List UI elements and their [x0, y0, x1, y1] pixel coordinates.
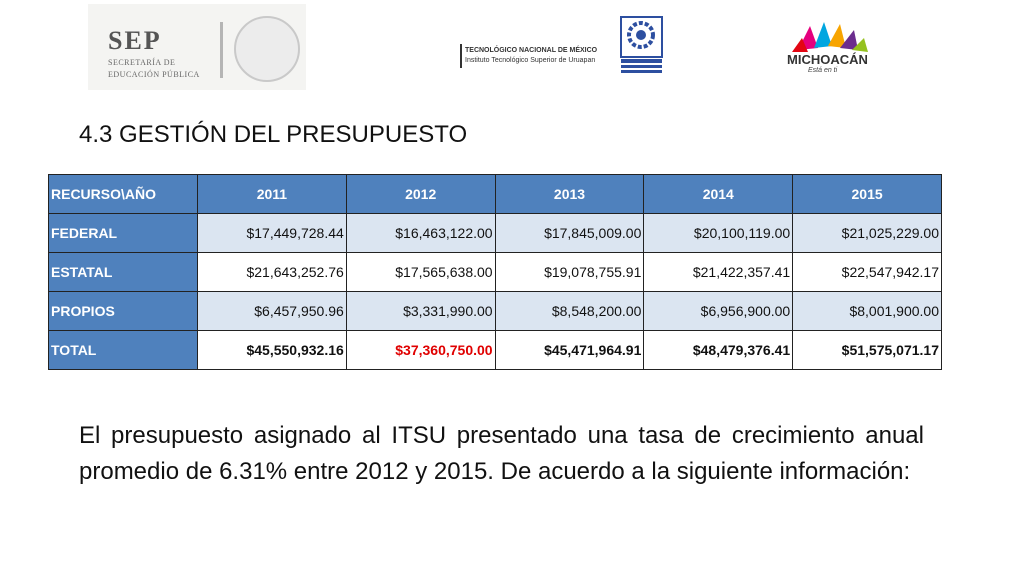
michoacan-logo-title: MICHOACÁN	[787, 52, 868, 67]
table-cell: $6,956,900.00	[643, 291, 794, 331]
column-header: 2015	[792, 174, 942, 214]
sep-logo-subtitle-1: SECRETARÍA DE	[108, 58, 176, 67]
table-cell: $8,548,200.00	[494, 291, 645, 331]
table-cell: $3,331,990.00	[345, 291, 496, 331]
tecnm-logo: TECNOLÓGICO NACIONAL DE MÉXICO Instituto…	[465, 46, 597, 66]
tecnm-logo-line1: TECNOLÓGICO NACIONAL DE MÉXICO	[465, 47, 598, 54]
table-cell: $17,565,638.00	[345, 252, 496, 292]
itsu-logo-icon	[620, 16, 663, 73]
column-header: 2012	[345, 174, 496, 214]
table-cell: $19,078,755.91	[494, 252, 645, 292]
table-total-row: TOTAL $45,550,932.16 $37,360,750.00 $45,…	[48, 330, 942, 370]
description-paragraph: El presupuesto asignado al ITSU presenta…	[79, 422, 924, 485]
sep-divider	[220, 22, 223, 78]
column-header: 2011	[197, 174, 347, 214]
table-cell: $48,479,376.41	[643, 330, 794, 370]
budget-table: RECURSO\AÑO 2011 2012 2013 2014 2015 FED…	[48, 174, 942, 370]
page-title: 4.3 GESTIÓN DEL PRESUPUESTO	[79, 121, 468, 148]
sep-logo: SEP SECRETARÍA DE EDUCACIÓN PÚBLICA	[88, 4, 306, 90]
table-cell: $6,457,950.96	[197, 291, 347, 331]
table-cell: $21,643,252.76	[197, 252, 347, 292]
column-header: 2014	[643, 174, 794, 214]
national-seal-icon	[234, 16, 300, 82]
table-row: FEDERAL $17,449,728.44 $16,463,122.00 $1…	[48, 213, 942, 253]
row-label: ESTATAL	[48, 252, 198, 292]
table-cell: $45,471,964.91	[494, 330, 645, 370]
table-cell-highlighted: $37,360,750.00	[345, 330, 496, 370]
michoacan-logo-icon	[792, 22, 868, 52]
tecnm-logo-line2: Instituto Tecnológico Superior de Uruapa…	[465, 57, 596, 64]
row-label: PROPIOS	[48, 291, 198, 331]
table-cell: $45,550,932.16	[197, 330, 347, 370]
table-cell: $8,001,900.00	[792, 291, 942, 331]
table-cell: $17,845,009.00	[494, 213, 645, 253]
sep-logo-title: SEP	[108, 26, 162, 55]
table-cell: $21,025,229.00	[792, 213, 942, 253]
table-header-row: RECURSO\AÑO 2011 2012 2013 2014 2015	[48, 174, 942, 214]
row-label: FEDERAL	[48, 213, 198, 253]
table-cell: $20,100,119.00	[643, 213, 794, 253]
table-cell: $16,463,122.00	[345, 213, 496, 253]
tecnm-divider	[460, 44, 462, 68]
michoacan-logo-subtitle: Está en ti	[808, 67, 838, 74]
table-cell: $22,547,942.17	[792, 252, 942, 292]
table-row: PROPIOS $6,457,950.96 $3,331,990.00 $8,5…	[48, 291, 942, 331]
sep-logo-subtitle-2: EDUCACIÓN PÚBLICA	[108, 70, 200, 79]
table-cell: $17,449,728.44	[197, 213, 347, 253]
column-header: 2013	[494, 174, 645, 214]
table-cell: $21,422,357.41	[643, 252, 794, 292]
row-label: TOTAL	[48, 330, 198, 370]
table-cell: $51,575,071.17	[792, 330, 942, 370]
table-row: ESTATAL $21,643,252.76 $17,565,638.00 $1…	[48, 252, 942, 292]
column-header: RECURSO\AÑO	[48, 174, 198, 214]
